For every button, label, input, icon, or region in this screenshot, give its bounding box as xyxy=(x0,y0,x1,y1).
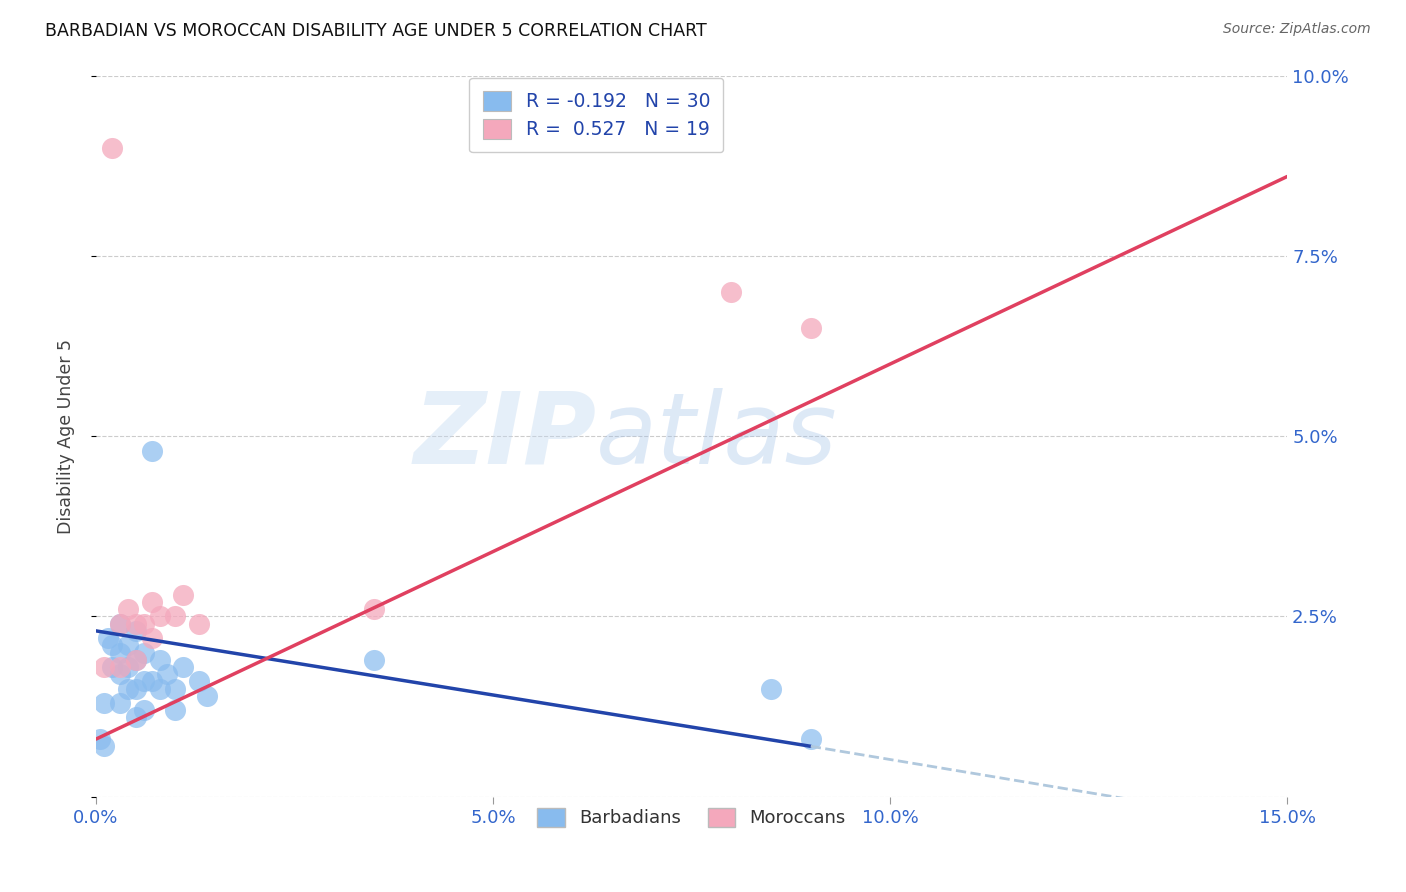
Point xyxy=(165,609,187,624)
Point xyxy=(125,653,148,667)
Point xyxy=(156,667,179,681)
Point xyxy=(141,595,163,609)
Point xyxy=(108,646,131,660)
Point xyxy=(117,638,139,652)
Legend: Barbadians, Moroccans: Barbadians, Moroccans xyxy=(530,800,853,835)
Point xyxy=(117,681,139,696)
Point xyxy=(132,703,155,717)
Point xyxy=(363,602,385,616)
Point xyxy=(800,321,823,335)
Point xyxy=(101,141,124,155)
Text: atlas: atlas xyxy=(596,388,838,484)
Point xyxy=(125,653,148,667)
Point xyxy=(125,710,148,724)
Point xyxy=(132,616,155,631)
Point xyxy=(188,674,211,689)
Point xyxy=(800,732,823,747)
Point xyxy=(117,602,139,616)
Point xyxy=(89,732,111,747)
Point xyxy=(101,638,124,652)
Point xyxy=(141,631,163,645)
Point xyxy=(148,681,170,696)
Point xyxy=(97,631,120,645)
Point xyxy=(93,696,115,710)
Point xyxy=(108,660,131,674)
Point xyxy=(141,674,163,689)
Text: Source: ZipAtlas.com: Source: ZipAtlas.com xyxy=(1223,22,1371,37)
Text: ZIP: ZIP xyxy=(413,388,596,484)
Point xyxy=(165,681,187,696)
Point xyxy=(125,681,148,696)
Text: BARBADIAN VS MOROCCAN DISABILITY AGE UNDER 5 CORRELATION CHART: BARBADIAN VS MOROCCAN DISABILITY AGE UND… xyxy=(45,22,707,40)
Point xyxy=(93,739,115,754)
Point xyxy=(108,696,131,710)
Point xyxy=(108,616,131,631)
Point xyxy=(117,660,139,674)
Point xyxy=(148,609,170,624)
Point xyxy=(148,653,170,667)
Point xyxy=(195,689,218,703)
Point xyxy=(125,624,148,638)
Point xyxy=(93,660,115,674)
Point xyxy=(172,660,194,674)
Point xyxy=(108,616,131,631)
Point xyxy=(132,646,155,660)
Point xyxy=(165,703,187,717)
Point xyxy=(101,660,124,674)
Point xyxy=(108,667,131,681)
Point xyxy=(363,653,385,667)
Point xyxy=(132,674,155,689)
Point xyxy=(759,681,782,696)
Point xyxy=(720,285,742,299)
Y-axis label: Disability Age Under 5: Disability Age Under 5 xyxy=(58,339,75,533)
Point xyxy=(125,616,148,631)
Point xyxy=(141,443,163,458)
Point xyxy=(172,588,194,602)
Point xyxy=(188,616,211,631)
